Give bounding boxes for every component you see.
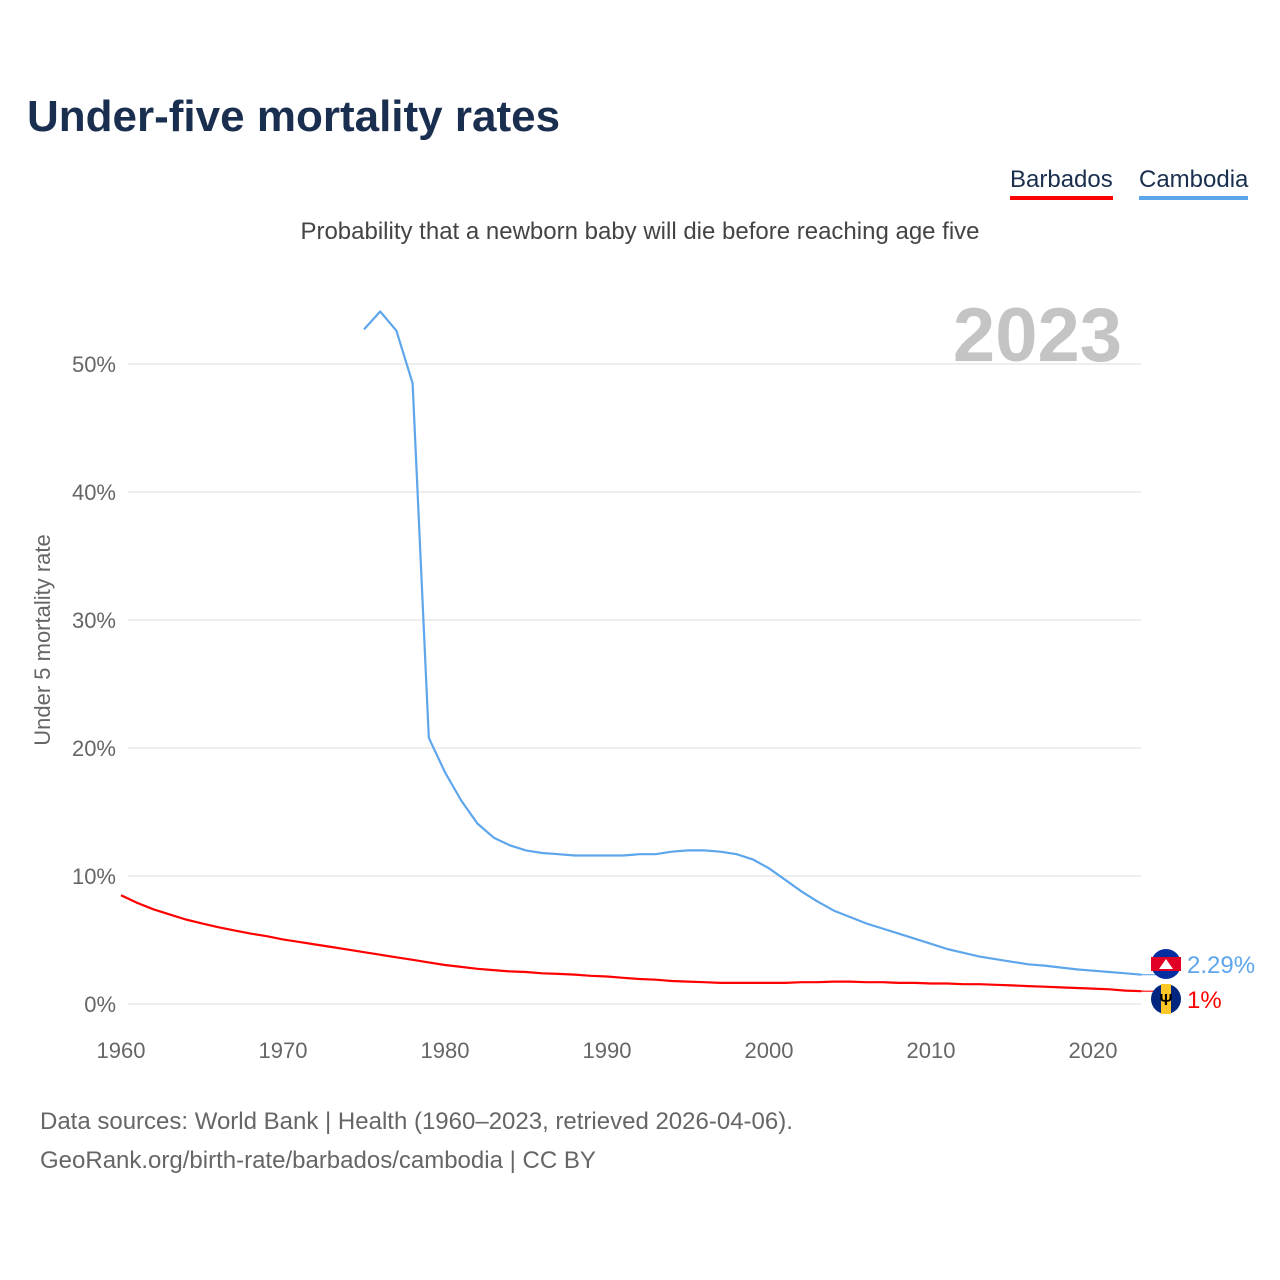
- y-tick-label: 30%: [72, 608, 116, 633]
- y-tick-label: 20%: [72, 736, 116, 761]
- x-tick-label: 2020: [1069, 1038, 1118, 1063]
- chart-subtitle: Probability that a newborn baby will die…: [300, 218, 980, 245]
- legend-cambodia[interactable]: Cambodia: [1139, 166, 1249, 200]
- series-line-barbados: [120, 894, 1142, 993]
- y-axis-label: Under 5 mortality rate: [30, 534, 55, 746]
- x-tick-label: 2010: [907, 1038, 956, 1063]
- y-tick-label: 50%: [72, 352, 116, 377]
- footer-sources: Data sources: World Bank | Health (1960–…: [40, 1108, 793, 1135]
- end-value-label: 1%: [1187, 987, 1222, 1014]
- x-tick-label: 1990: [583, 1038, 632, 1063]
- end-value-label: 2.29%: [1187, 952, 1255, 979]
- y-tick-label: 0%: [84, 992, 116, 1017]
- x-tick-label: 1960: [97, 1038, 146, 1063]
- temple-glyph: [1159, 959, 1173, 969]
- chart-title: Under-five mortality rates: [27, 92, 561, 141]
- legend-barbados[interactable]: Barbados: [1010, 166, 1113, 200]
- y-tick-label: 40%: [72, 480, 116, 505]
- x-tick-label: 2000: [745, 1038, 794, 1063]
- y-tick-label: 10%: [72, 864, 116, 889]
- x-tick-label: 1980: [421, 1038, 470, 1063]
- x-tick-label: 1970: [259, 1038, 308, 1063]
- footer-link[interactable]: GeoRank.org/birth-rate/barbados/cambodia…: [40, 1147, 596, 1174]
- trident-glyph: Ψ: [1160, 992, 1173, 1009]
- series-line-cambodia: [363, 310, 1142, 976]
- flag-stripe: [1161, 984, 1171, 1014]
